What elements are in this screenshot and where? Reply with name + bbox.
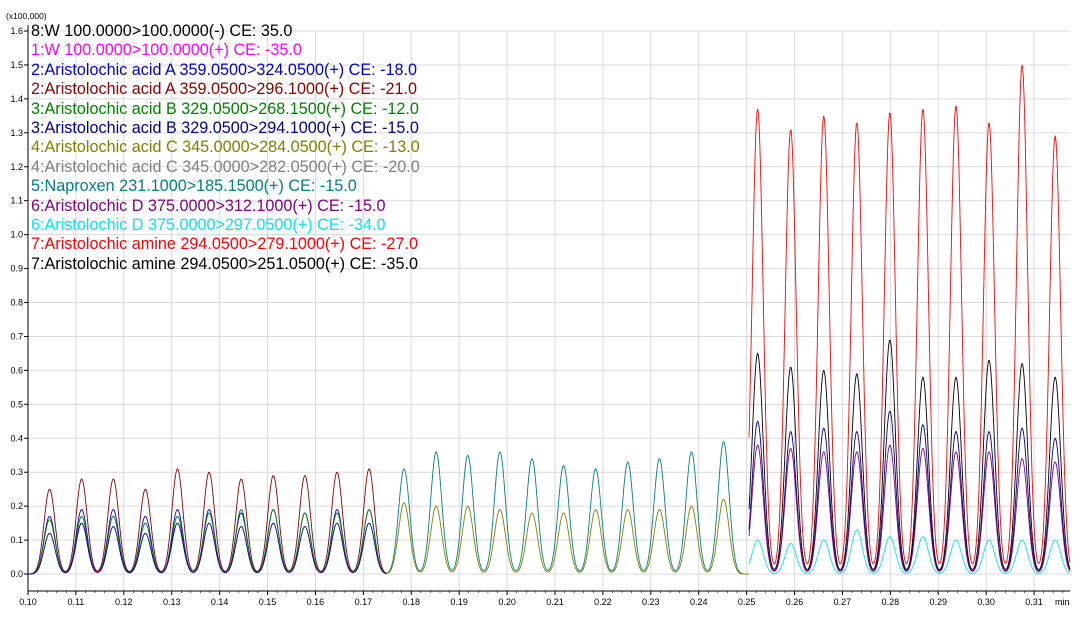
y-tick-label: 0.6 bbox=[10, 365, 23, 375]
trace-seg0-series2 bbox=[27, 509, 387, 575]
trace-seg0-series1 bbox=[27, 509, 387, 575]
x-tick-label: 0.13 bbox=[163, 597, 181, 607]
x-tick-label: 0.16 bbox=[307, 597, 325, 607]
x-tick-label: 0.30 bbox=[977, 597, 995, 607]
x-tick-label: 0.19 bbox=[450, 597, 468, 607]
x-tick-label: 0.18 bbox=[402, 597, 420, 607]
x-tick-label: 0.27 bbox=[834, 597, 852, 607]
y-multiplier-label: (x100,000) bbox=[6, 11, 47, 21]
legend-entry: 1:W 100.0000>100.0000(+) CE: -35.0 bbox=[31, 41, 302, 60]
trace-seg1-series1 bbox=[386, 498, 750, 575]
legend-entry: 3:Aristolochic acid B 329.0500>268.1500(… bbox=[31, 99, 419, 118]
legend-entry: 6:Aristolochic D 375.0000>297.0500(+) CE… bbox=[31, 216, 386, 235]
y-tick-label: 0.9 bbox=[10, 264, 23, 274]
y-tick-label: 0.1 bbox=[10, 535, 23, 545]
x-tick-label: 0.25 bbox=[738, 597, 756, 607]
x-tick-label: 0.24 bbox=[690, 597, 708, 607]
trace-seg2-series1 bbox=[748, 339, 1071, 571]
y-tick-label: 0.2 bbox=[10, 501, 23, 511]
y-tick-label: 1.2 bbox=[10, 162, 23, 172]
legend-entry: 3:Aristolochic acid B 329.0500>294.1000(… bbox=[31, 119, 419, 138]
x-tick-label: 0.31 bbox=[1025, 597, 1043, 607]
x-tick-label: 0.21 bbox=[546, 597, 564, 607]
x-tick-label: 0.22 bbox=[594, 597, 612, 607]
legend-entry: 2:Aristolochic acid A 359.0500>324.0500(… bbox=[31, 60, 418, 79]
y-tick-label: 1.6 bbox=[10, 26, 23, 36]
axes: 0.0 0.1 0.2 0.3 0.4 0.5 0.6 0.7 0.8 0.9 1.0 1.1 1.2 1… bbox=[10, 25, 1070, 607]
grid bbox=[27, 30, 1070, 591]
y-tick-label: 0.3 bbox=[10, 467, 23, 477]
legend-entry: 5:Naproxen 231.1000>185.1500(+) CE: -15.… bbox=[31, 177, 357, 196]
trace-seg0-series0 bbox=[27, 468, 387, 575]
x-tick-label: 0.14 bbox=[211, 597, 229, 607]
x-tick-label: 0.10 bbox=[19, 597, 37, 607]
x-tick-label: 0.20 bbox=[498, 597, 516, 607]
legend-entry: 4:Aristolochic acid C 345.0000>284.0500(… bbox=[31, 138, 420, 157]
legend-entry: 7:Aristolochic amine 294.0500>279.1000(+… bbox=[31, 235, 418, 254]
x-tick-label: 0.17 bbox=[355, 597, 373, 607]
y-tick-label: 0.0 bbox=[10, 569, 23, 579]
legend-entry: 4:Aristolochic acid C 345.0000>282.0500(… bbox=[31, 157, 420, 176]
x-tick-label: 0.26 bbox=[786, 597, 804, 607]
traces bbox=[27, 64, 1071, 575]
trace-seg0-series3 bbox=[27, 522, 387, 575]
x-tick-label: 0.12 bbox=[115, 597, 133, 607]
x-tick-label: 0.28 bbox=[882, 597, 900, 607]
y-tick-label: 0.4 bbox=[10, 433, 23, 443]
legend-entry: 7:Aristolochic amine 294.0500>251.0500(+… bbox=[31, 254, 418, 273]
y-tick-label: 0.5 bbox=[10, 399, 23, 409]
legend-entry: 6:Aristolochic D 375.0000>312.1000(+) CE… bbox=[31, 196, 386, 215]
y-tick-label: 0.7 bbox=[10, 331, 23, 341]
legend-entry: 8:W 100.0000>100.0000(-) CE: 35.0 bbox=[31, 22, 293, 40]
x-tick-label: 0.15 bbox=[259, 597, 277, 607]
y-tick-label: 1.0 bbox=[10, 230, 23, 240]
y-tick-label: 1.5 bbox=[10, 60, 23, 70]
x-tick-label: 0.11 bbox=[67, 597, 84, 607]
trace-seg2-series3 bbox=[748, 444, 1071, 572]
trace-seg2-series0 bbox=[748, 64, 1071, 565]
x-tick-label: 0.23 bbox=[642, 597, 660, 607]
legend: 8:W 100.0000>100.0000(-) CE: 35.0 1:W 100… bbox=[31, 22, 420, 274]
y-tick-label: 1.1 bbox=[10, 196, 23, 206]
trace-seg2-series4 bbox=[748, 529, 1071, 574]
legend-entry: 2:Aristolochic acid A 359.0500>296.1000(… bbox=[31, 80, 418, 99]
x-unit-label: min bbox=[1055, 597, 1070, 607]
trace-seg1-series0 bbox=[386, 440, 750, 575]
y-tick-label: 0.8 bbox=[10, 298, 23, 308]
y-tick-label: 1.3 bbox=[10, 128, 23, 138]
x-tick-label: 0.29 bbox=[929, 597, 947, 607]
y-tick-label: 1.4 bbox=[10, 94, 23, 104]
